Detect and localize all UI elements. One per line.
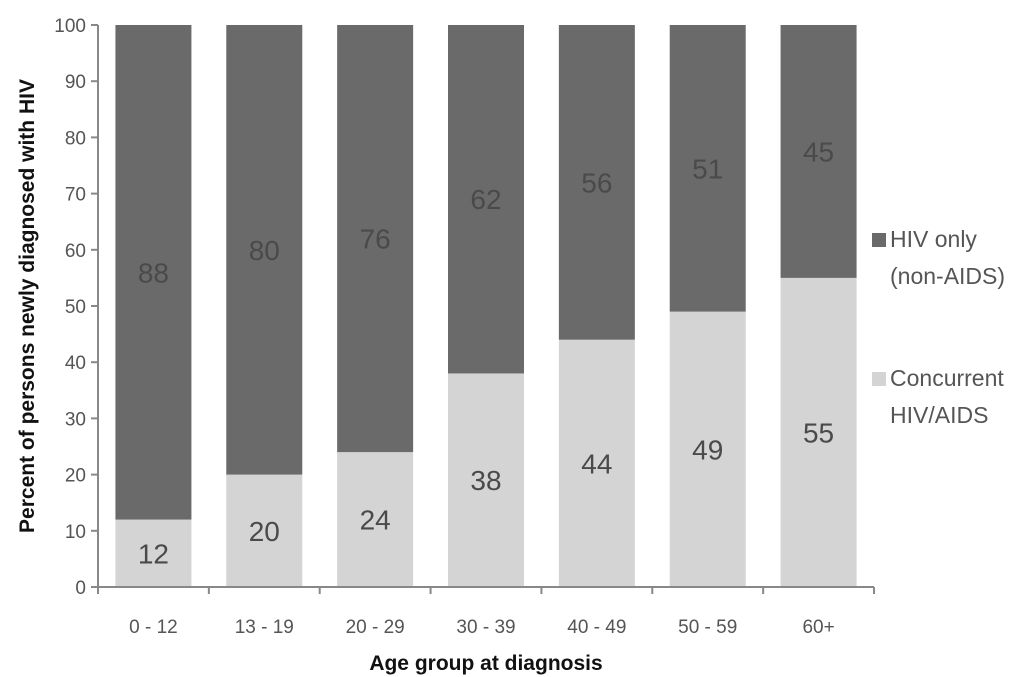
bar-segment [669, 25, 746, 312]
bar-value-label: 51 [692, 153, 723, 184]
bar-value-label: 55 [803, 417, 834, 448]
y-tick-label: 30 [65, 409, 86, 430]
bar-value-label: 49 [692, 434, 723, 465]
y-tick-label: 100 [54, 16, 86, 37]
bar-value-label: 76 [360, 224, 391, 255]
x-tick-label: 0 - 12 [129, 617, 178, 638]
y-tick-label: 70 [65, 185, 86, 206]
bar-segment [448, 25, 524, 374]
bar-segment [448, 373, 524, 587]
y-tick-label: 0 [75, 578, 86, 599]
legend-label: HIV only [890, 226, 977, 252]
bar-value-label: 56 [581, 167, 612, 198]
bar-segment [780, 277, 857, 587]
bar-value-label: 45 [803, 136, 834, 167]
bar-value-label: 20 [249, 516, 280, 547]
y-tick-label: 60 [65, 241, 86, 262]
bar-segment [337, 25, 414, 453]
x-axis-title: Age group at diagnosis [369, 652, 602, 675]
legend-label: HIV/AIDS [890, 402, 988, 428]
bar-value-label: 24 [360, 505, 391, 536]
y-tick-label: 80 [65, 128, 86, 149]
y-ticks-group: 0 10 20 30 40 50 60 70 80 90 100 [54, 16, 98, 599]
bar-segment [115, 519, 192, 587]
x-ticks-group: 0 - 12 13 - 19 20 - 29 30 - 39 40 - 49 50 - 5… [97, 587, 875, 638]
legend-swatch [872, 233, 886, 247]
y-tick-label: 20 [65, 466, 86, 487]
legend-label: Concurrent [890, 365, 1004, 391]
bar-value-label: 44 [581, 448, 612, 479]
x-tick-label: 40 - 49 [567, 617, 626, 638]
y-tick-label: 40 [65, 353, 86, 374]
bar-value-label: 38 [470, 465, 501, 496]
bar-value-label: 12 [138, 538, 169, 569]
bar-segment [226, 474, 303, 587]
bar-segment [558, 339, 635, 587]
y-axis-title: Percent of persons newly diagnosed with … [16, 79, 39, 533]
x-tick-label: 60+ [802, 617, 834, 638]
y-tick-label: 90 [65, 72, 86, 93]
legend: HIV only (non-AIDS) Concurrent HIV/AIDS [872, 226, 1005, 428]
bar-segment [337, 452, 414, 587]
bar-segment [115, 25, 192, 520]
bar-value-label: 80 [249, 235, 280, 266]
legend-label: (non-AIDS) [890, 263, 1005, 289]
x-tick-label: 50 - 59 [678, 617, 737, 638]
x-tick-label: 30 - 39 [456, 617, 515, 638]
bar-segment [558, 25, 635, 340]
bar-segment [226, 25, 303, 475]
y-tick-label: 50 [65, 297, 86, 318]
legend-swatch [872, 372, 886, 386]
bars-group: 12 88 20 80 24 76 38 62 44 56 49 51 55 45 [115, 25, 857, 587]
bar-value-label: 88 [138, 257, 169, 288]
bar-segment [669, 311, 746, 587]
bar-segment [780, 25, 857, 278]
x-tick-label: 13 - 19 [235, 617, 294, 638]
x-tick-label: 20 - 29 [346, 617, 405, 638]
y-tick-label: 10 [65, 522, 86, 543]
bar-value-label: 62 [470, 184, 501, 215]
